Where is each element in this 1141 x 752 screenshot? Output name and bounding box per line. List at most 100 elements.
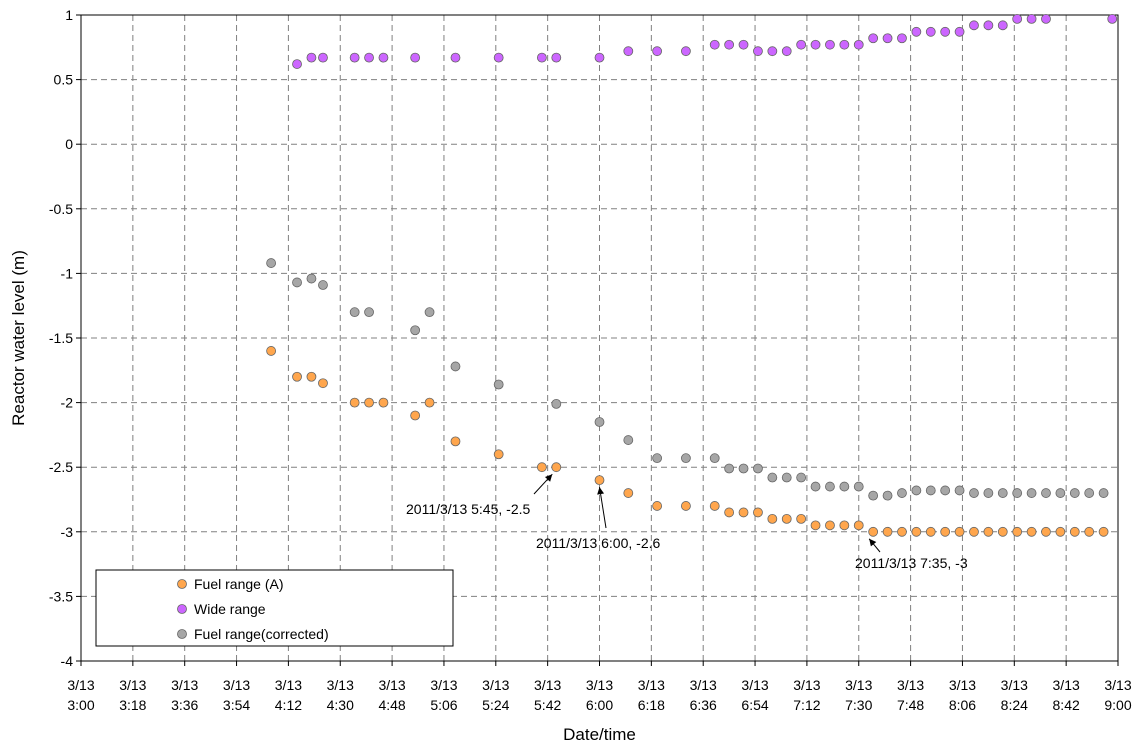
x-tick-label-time: 3:00: [67, 697, 94, 713]
data-point: [796, 472, 807, 483]
x-tick-label-time: 5:24: [482, 697, 509, 713]
data-point: [292, 371, 302, 382]
data-point: [940, 485, 951, 496]
data-point: [753, 46, 763, 57]
data-point: [969, 526, 979, 537]
y-tick-label: -2: [61, 395, 74, 411]
data-point: [767, 46, 778, 57]
x-tick-label-time: 3:54: [223, 697, 250, 713]
x-tick-label-time: 6:18: [638, 697, 665, 713]
data-point: [266, 346, 277, 356]
x-tick-label-time: 6:00: [586, 697, 613, 713]
data-point: [853, 39, 864, 50]
data-point: [1026, 13, 1037, 24]
y-tick-label: 1: [65, 7, 73, 23]
y-tick-label: 0.5: [54, 72, 74, 88]
data-point: [1084, 488, 1095, 498]
data-point: [738, 507, 749, 518]
data-point: [709, 453, 720, 464]
data-point: [652, 46, 663, 57]
data-point: [551, 398, 562, 409]
x-tick-label-date: 3/13: [1104, 677, 1131, 693]
data-point: [825, 520, 835, 531]
data-point: [983, 20, 994, 31]
y-tick-label: -1: [61, 265, 74, 281]
data-point: [810, 520, 821, 531]
data-point: [424, 307, 435, 318]
data-point: [292, 277, 302, 288]
data-point: [925, 485, 936, 496]
data-point: [983, 488, 994, 498]
data-point: [796, 39, 807, 50]
y-axis-ticks: 1 0.5 0 -0.5 -1 -1.5 -2 -2.5 -3 -3.5 -4: [49, 7, 81, 669]
x-tick-label-time: 6:36: [690, 697, 717, 713]
data-point: [364, 52, 374, 63]
x-tick-label-time: 3:36: [171, 697, 198, 713]
data-point: [594, 475, 605, 486]
annotation-arrowhead: [544, 474, 553, 482]
annotation-label: 2011/3/13 7:35, -3: [855, 555, 968, 571]
x-tick-label-date: 3/13: [638, 677, 665, 693]
data-point: [450, 436, 461, 447]
data-point: [1055, 526, 1066, 537]
x-tick-label-time: 8:24: [1001, 697, 1028, 713]
data-point: [839, 520, 850, 531]
data-point: [940, 26, 951, 37]
data-point: [551, 52, 562, 63]
x-axis-label: Date/time: [563, 725, 636, 744]
x-tick-label-time: 4:30: [327, 697, 354, 713]
data-point: [925, 26, 936, 37]
data-point: [969, 488, 979, 498]
data-point: [1055, 488, 1066, 498]
data-point: [450, 361, 461, 372]
data-point: [306, 371, 317, 382]
data-point: [781, 513, 792, 524]
data-point: [1041, 488, 1051, 498]
data-point: [410, 410, 421, 421]
data-point: [623, 435, 634, 445]
data-point: [709, 501, 720, 511]
y-tick-label: -0.5: [49, 201, 73, 217]
x-axis-ticks: 3/13 3:00 3/13 3:18 3/13 3:36 3/13 3:54 3/13 4:12…: [67, 661, 1132, 713]
data-point: [897, 33, 907, 44]
legend-entry-label: Wide range: [194, 601, 266, 617]
x-tick-label-date: 3/13: [534, 677, 561, 693]
x-tick-label-time: 7:12: [793, 697, 820, 713]
data-point: [536, 462, 547, 473]
data-point: [897, 526, 907, 537]
data-point: [266, 258, 277, 268]
data-point: [410, 325, 421, 336]
data-point: [652, 453, 663, 464]
data-point: [681, 501, 691, 511]
data-point: [424, 397, 435, 408]
data-point: [652, 501, 663, 511]
data-point: [1041, 13, 1051, 24]
x-tick-label-time: 3:18: [119, 697, 146, 713]
legend-box: [95, 569, 454, 647]
data-point: [753, 507, 763, 518]
data-point: [825, 39, 835, 50]
data-point: [493, 379, 504, 390]
data-point: [882, 526, 893, 537]
data-point: [318, 378, 328, 389]
legend-marker: [177, 604, 187, 614]
x-tick-label-time: 6:54: [741, 697, 768, 713]
data-point: [810, 481, 821, 492]
data-point: [954, 526, 965, 537]
data-point: [882, 33, 893, 44]
data-point: [997, 488, 1008, 498]
data-point: [1069, 526, 1080, 537]
data-points: [266, 13, 1118, 537]
data-point: [410, 52, 421, 63]
legend-marker: [177, 579, 187, 589]
data-point: [954, 485, 965, 496]
x-tick-label-date: 3/13: [378, 677, 405, 693]
data-point: [925, 526, 936, 537]
data-point: [911, 26, 922, 37]
data-point: [1098, 488, 1109, 498]
x-tick-label-time: 8:42: [1053, 697, 1080, 713]
legend-marker: [177, 629, 187, 639]
data-point: [306, 52, 317, 63]
x-tick-label-time: 9:00: [1104, 697, 1131, 713]
data-point: [997, 20, 1008, 31]
